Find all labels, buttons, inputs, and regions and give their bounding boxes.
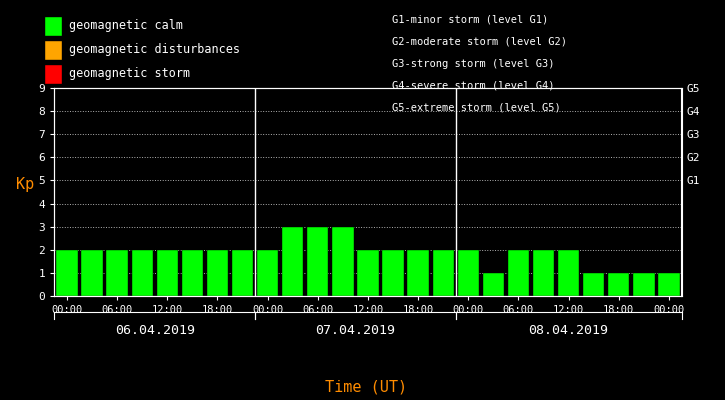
Bar (407, 250, 428, 296)
Bar (257, 250, 278, 296)
Text: G2-moderate storm (level G2): G2-moderate storm (level G2) (392, 37, 566, 47)
Text: geomagnetic storm: geomagnetic storm (69, 68, 190, 80)
Text: G3-strong storm (level G3): G3-strong storm (level G3) (392, 59, 554, 69)
Bar (382, 250, 404, 296)
Bar (658, 273, 679, 296)
Bar (157, 250, 178, 296)
Text: 08.04.2019: 08.04.2019 (529, 324, 608, 337)
Y-axis label: Kp: Kp (15, 177, 34, 192)
Bar (507, 250, 529, 296)
Bar (608, 273, 629, 296)
Bar (131, 250, 153, 296)
Bar (583, 273, 605, 296)
Bar (207, 250, 228, 296)
Bar (282, 227, 303, 296)
Bar (232, 250, 253, 296)
Text: geomagnetic calm: geomagnetic calm (69, 20, 183, 32)
Text: G5-extreme storm (level G5): G5-extreme storm (level G5) (392, 103, 560, 113)
Bar (57, 250, 78, 296)
Bar (357, 250, 378, 296)
Text: 07.04.2019: 07.04.2019 (315, 324, 395, 337)
Text: G1-minor storm (level G1): G1-minor storm (level G1) (392, 15, 548, 25)
Bar (332, 227, 354, 296)
Bar (107, 250, 128, 296)
Bar (483, 273, 504, 296)
Bar (457, 250, 479, 296)
Bar (307, 227, 328, 296)
Bar (182, 250, 203, 296)
Text: Time (UT): Time (UT) (325, 379, 407, 394)
Text: geomagnetic disturbances: geomagnetic disturbances (69, 44, 240, 56)
Bar (81, 250, 103, 296)
Bar (533, 250, 554, 296)
Bar (558, 250, 579, 296)
Text: G4-severe storm (level G4): G4-severe storm (level G4) (392, 81, 554, 91)
Bar (633, 273, 655, 296)
Text: 06.04.2019: 06.04.2019 (115, 324, 195, 337)
Bar (433, 250, 454, 296)
